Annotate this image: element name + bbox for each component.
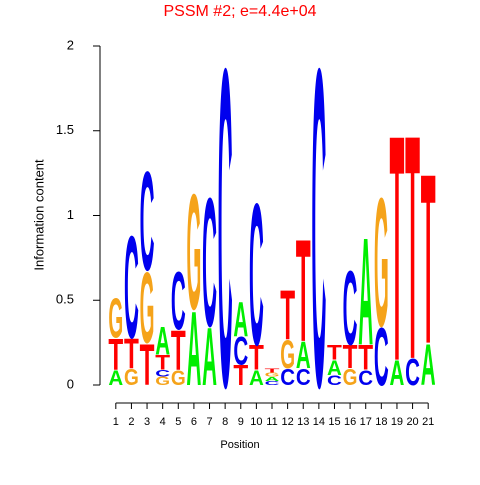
y-tick-label: 1 [67,207,74,222]
logo-letter: C [249,160,264,387]
logo-letter: A [296,335,311,377]
y-tick-label: 2 [67,37,74,52]
y-tick-label: 0 [67,376,74,391]
logo-letter: A [265,376,280,383]
logo-letter: T [140,333,155,398]
x-tick-label: 16 [344,416,356,428]
logo-letter: C [280,364,295,390]
logo-letter: C [405,352,420,394]
logo-letter: T [421,124,436,395]
logo-letter: C [327,372,342,388]
logo-letter: T [108,330,123,380]
logo-letter: T [327,341,342,364]
x-tick-label: 1 [113,416,119,428]
x-tick-label: 3 [144,416,150,428]
logo-letter: A [186,289,201,407]
x-tick-label: 19 [391,416,403,428]
logo-letter: T [171,319,186,382]
logo-letter: G [343,364,358,390]
logo-letter: G [171,366,186,389]
logo-letter: G [140,252,155,365]
logo-letter: C [233,329,248,374]
x-tick-label: 21 [422,416,434,428]
logo-letter: T [343,338,358,375]
y-tick-label: 1.5 [56,122,74,137]
logo-letter: T [124,330,139,377]
logo-letter: A [249,366,264,389]
x-tick-label: 13 [297,416,309,428]
logo-letter: C [218,0,233,480]
logo-letter: T [296,209,311,372]
x-tick-label: 17 [360,416,372,428]
logo-letter: G [265,371,280,378]
logo-letter: C [358,366,373,389]
logo-letter: G [374,160,389,365]
x-tick-label: 9 [238,416,244,428]
logo-letter: T [358,338,373,378]
logo-letter: T [155,351,170,374]
logo-letter: T [249,338,264,378]
logo-letter: C [202,160,217,365]
logo-letter: G [186,160,201,344]
x-tick-label: 14 [313,416,325,428]
x-tick-label: 2 [128,416,134,428]
x-tick-label: 6 [191,416,197,428]
logo-letter: A [390,353,405,393]
logo-letter: A [155,319,170,364]
logo-letter: C [171,255,186,347]
logo-letter: A [421,333,436,398]
logo-letter: C [124,206,139,369]
logo-letter: T [265,367,280,374]
x-tick-label: 18 [375,416,387,428]
x-axis-title: Position [220,439,259,451]
logo-letter: A [233,291,248,346]
x-tick-label: 11 [266,416,277,428]
logo-letter: A [202,311,217,403]
logo-letter: C [155,368,170,378]
logo-letter: A [327,356,342,379]
logo-letter: G [108,287,123,350]
logo-letter: G [280,332,295,377]
logo-letter: T [390,68,405,429]
x-tick-label: 10 [250,416,262,428]
logo-letter: C [265,380,280,387]
logo-letter: T [280,276,295,354]
logo-letter: T [233,359,248,391]
x-tick-label: 8 [222,416,228,428]
x-tick-label: 4 [160,416,166,428]
logo-letter: C [140,142,155,300]
x-tick-label: 5 [175,416,181,428]
chart-title: PSSM #2; e=4.4e+04 [164,3,317,20]
y-tick-label: 0.5 [56,292,74,307]
logo-letter: A [108,366,123,389]
x-tick-label: 12 [281,416,293,428]
x-tick-label: 20 [406,416,418,428]
logo-letter: C [296,364,311,390]
logo-letter: G [155,375,170,388]
logo-letter: C [374,311,389,403]
logo-letter: C [343,249,358,367]
x-tick-label: 15 [328,416,340,428]
logo-letter: A [358,207,373,377]
x-tick-label: 7 [206,416,212,428]
y-axis-title: Information content [31,159,46,271]
logo-letter: T [405,69,420,427]
logo-letter: C [311,0,326,480]
logo-letter: G [124,364,139,390]
